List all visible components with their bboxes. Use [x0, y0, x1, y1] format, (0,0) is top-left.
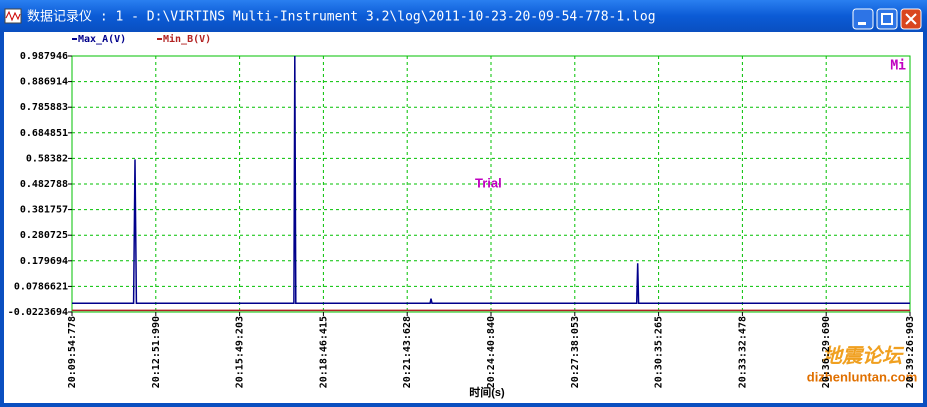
maximize-button[interactable]	[876, 8, 898, 30]
close-button[interactable]	[900, 8, 922, 30]
y-tick-label: 0.58382	[26, 153, 68, 164]
x-axis-label: 时间(s)	[469, 385, 505, 399]
title-bar	[0, 0, 927, 32]
x-tick-label: 20:24:40:840	[486, 316, 497, 388]
y-tick-label: -0.0223694	[8, 307, 68, 318]
series-line	[72, 55, 910, 305]
x-tick-label: 20:36:29:690	[821, 316, 832, 388]
x-tick-label: 20:12:51:990	[151, 316, 162, 388]
y-tick-label: 0.482788	[20, 179, 68, 190]
y-tick-label: 0.886914	[20, 77, 68, 88]
x-tick-label: 20:30:35:265	[654, 316, 665, 388]
x-tick-label: 20:39:26:903	[905, 316, 916, 388]
window-title: 数据记录仪 : 1 - D:\VIRTINS Multi-Instrument …	[27, 10, 656, 25]
x-tick-label: 20:15:49:203	[235, 316, 246, 388]
y-tick-label: 0.381757	[20, 205, 68, 216]
y-tick-label: 0.280725	[20, 230, 68, 241]
legend-label: Min_B(V)	[163, 33, 211, 45]
x-tick-label: 20:09:54:778	[67, 316, 78, 388]
minimize-button[interactable]	[852, 8, 874, 30]
watermark: dizhenluntan.com	[807, 369, 918, 384]
annotation: Trial	[475, 175, 502, 190]
y-tick-label: 0.684851	[20, 128, 68, 139]
y-tick-label: 0.0786621	[14, 281, 68, 292]
x-tick-label: 20:21:43:628	[402, 316, 413, 388]
x-tick-label: 20:18:46:415	[318, 316, 329, 388]
x-tick-label: 20:33:32:478	[737, 316, 748, 388]
y-tick-label: 0.987946	[20, 51, 68, 62]
y-tick-label: 0.179694	[20, 256, 68, 267]
y-tick-label: 0.785883	[20, 102, 68, 113]
x-tick-label: 20:27:38:053	[570, 316, 581, 388]
logo: Mi	[890, 59, 906, 74]
watermark: 地震论坛	[822, 344, 905, 367]
legend-label: Max_A(V)	[78, 34, 126, 45]
app-icon-wave	[5, 10, 21, 22]
